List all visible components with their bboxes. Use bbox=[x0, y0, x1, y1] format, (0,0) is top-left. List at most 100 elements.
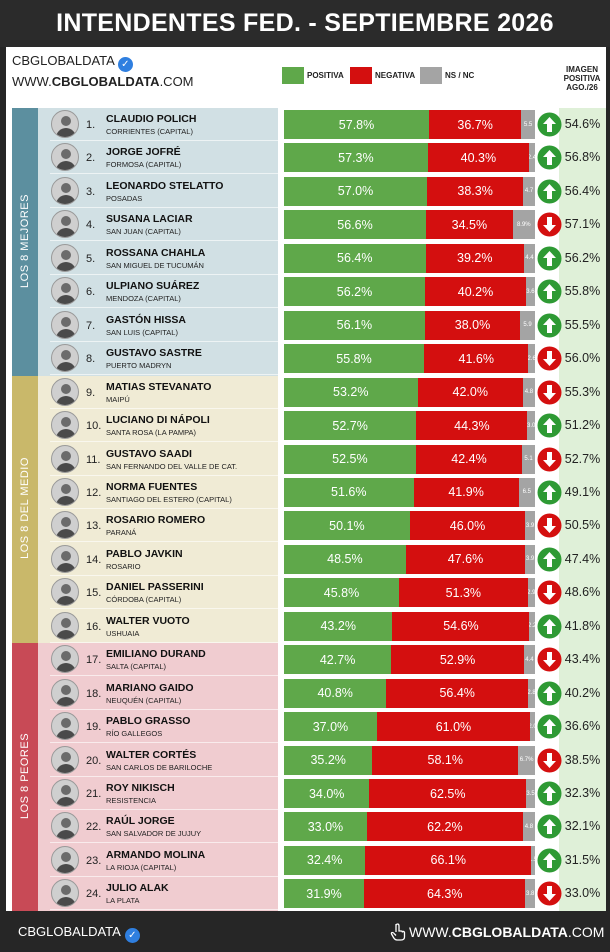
city-name: USHUAIA bbox=[106, 628, 140, 638]
bar-ns: 3.9 bbox=[525, 511, 535, 541]
footer: CBGLOBALDATA ✓ WWW.CBGLOBALDATA.COM bbox=[0, 911, 610, 952]
bar-ns: 2.6 bbox=[528, 344, 535, 374]
previous-image-value: 32.1% bbox=[564, 819, 601, 834]
bar-ns: 6.7% bbox=[518, 745, 535, 775]
page-title: INTENDENTES FED. - SEPTIEMBRE 2026 bbox=[56, 9, 554, 37]
bar-ns: 8.9% bbox=[512, 210, 535, 240]
previous-image-value: 48.6% bbox=[564, 585, 601, 600]
bar-ns: 1.5 bbox=[531, 845, 535, 875]
stacked-bar: 55.8% 41.6% 2.6 bbox=[284, 344, 535, 374]
footer-website-link[interactable]: WWW.CBGLOBALDATA.COM bbox=[390, 923, 604, 941]
table-row: 22. RAÚL JORGE SAN SALVADOR DE JUJUY 33.0% 6… bbox=[12, 810, 606, 844]
arrow-up-icon bbox=[537, 547, 562, 572]
mayor-name: CLAUDIO POLICH bbox=[106, 113, 197, 125]
row-separator bbox=[50, 541, 559, 543]
trend-indicator bbox=[537, 781, 562, 806]
row-separator bbox=[50, 407, 559, 409]
bar-positive: 32.4% bbox=[284, 845, 366, 875]
avatar bbox=[51, 645, 79, 674]
bar-negative: 66.1% bbox=[365, 845, 532, 875]
mayor-name: WALTER CORTÉS bbox=[106, 748, 197, 761]
trend-indicator bbox=[537, 881, 562, 906]
legend-label-ns: NS / NC bbox=[445, 71, 475, 80]
table-row: 4. SUSANA LACIAR SAN JUAN (CAPITAL) 56.6% 34… bbox=[12, 208, 606, 242]
bar-positive: 55.8% bbox=[284, 344, 425, 374]
stacked-bar: 37.0%61.0%2.0 bbox=[284, 712, 535, 742]
previous-image-value: 41.8% bbox=[564, 618, 601, 633]
bar-negative: 56.4% bbox=[386, 678, 528, 708]
avatar bbox=[51, 176, 79, 205]
stacked-bar: 56.2% 40.2% 3.6 bbox=[284, 277, 535, 307]
trend-indicator bbox=[537, 145, 562, 170]
footer-brand-name: CBGLOBALDATA bbox=[18, 924, 121, 939]
arrow-up-icon bbox=[537, 112, 562, 137]
row-separator bbox=[50, 842, 559, 844]
rank-number: 6. bbox=[86, 286, 96, 299]
bar-ns: 6.5 bbox=[518, 477, 535, 507]
footer-site-prefix: WWW. bbox=[409, 924, 452, 940]
previous-image-value: 36.6% bbox=[564, 719, 601, 734]
rank-number: 16. bbox=[86, 620, 102, 633]
stacked-bar: 40.8% 56.4% 2.8 bbox=[284, 678, 535, 708]
arrow-up-icon bbox=[537, 279, 562, 304]
city-name: CORRIENTES (CAPITAL) bbox=[106, 127, 193, 136]
rank-number: 18. bbox=[86, 687, 102, 700]
row-separator bbox=[50, 206, 559, 208]
mayor-name: GUSTAVO SAADI bbox=[106, 447, 192, 460]
city-name: MAIPÚ bbox=[106, 394, 130, 404]
bar-negative: 61.0% bbox=[376, 712, 530, 742]
image-column-bg bbox=[559, 108, 606, 911]
bar-ns: 2.9 bbox=[527, 578, 535, 608]
previous-image-value: 55.8% bbox=[564, 284, 601, 299]
avatar bbox=[51, 310, 79, 339]
table-row: 8. GUSTAVO SASTRE PUERTO MADRYN 55.8% 41.6% 2… bbox=[12, 342, 606, 376]
stacked-bar: 57.0% 38.3% 4.7 bbox=[284, 176, 535, 206]
bar-negative: 62.5% bbox=[369, 779, 527, 808]
trend-indicator bbox=[537, 380, 562, 405]
legend-label-positive: POSITIVA bbox=[307, 71, 344, 80]
trend-indicator bbox=[537, 513, 562, 538]
mayor-name: LEONARDO STELATTO bbox=[106, 179, 224, 192]
legend-swatch-negative bbox=[350, 67, 372, 84]
website-link[interactable]: WWW.CBGLOBALDATA.COM bbox=[12, 74, 194, 89]
mayor-name: JORGE JOFRÉ bbox=[106, 146, 181, 159]
trend-indicator bbox=[537, 112, 562, 137]
city-name: LA PLATA bbox=[106, 896, 140, 906]
stacked-bar: 57.3% 40.3% 2.4 bbox=[284, 143, 535, 173]
arrow-up-icon bbox=[537, 781, 562, 806]
rank-number: 23. bbox=[86, 854, 102, 867]
bar-positive: 43.2% bbox=[284, 611, 393, 641]
table-row: 17. EMILIANO DURAND SALTA (CAPITAL) 42.7% 52… bbox=[12, 643, 606, 677]
mayor-name: ROY NIKISCH bbox=[106, 782, 175, 794]
previous-image-value: 55.5% bbox=[564, 317, 601, 332]
bar-positive: 35.2% bbox=[284, 745, 373, 775]
row-separator bbox=[50, 240, 559, 242]
row-separator bbox=[50, 775, 559, 777]
city-name: SAN FERNANDO DEL VALLE DE CAT. bbox=[106, 461, 238, 471]
mayor-name: PABLO GRASSO bbox=[106, 715, 191, 728]
row-separator bbox=[50, 608, 559, 610]
rank-number: 17. bbox=[86, 654, 102, 667]
bar-positive: 50.1% bbox=[284, 511, 410, 541]
arrow-down-icon bbox=[537, 881, 562, 906]
trend-indicator bbox=[537, 614, 562, 639]
stacked-bar: 56.6% 34.5% 8.9% bbox=[284, 210, 535, 240]
bar-positive: 40.8% bbox=[284, 678, 387, 708]
bar-ns: 4.8 bbox=[522, 812, 535, 842]
stacked-bar: 57.8% 36.7% 5.5 bbox=[284, 110, 535, 139]
bar-positive: 57.3% bbox=[284, 143, 428, 173]
city-name: LA RIOJA (CAPITAL) bbox=[106, 862, 177, 872]
avatar bbox=[51, 243, 79, 272]
bar-positive: 56.4% bbox=[284, 243, 426, 273]
row-separator bbox=[50, 441, 559, 443]
table-row: 24. JULIO ALAK LA PLATA 31.9% 64.3% 3.8 33.0% bbox=[12, 877, 606, 911]
mayor-name: GUSTAVO SASTRE bbox=[106, 347, 202, 360]
bar-negative: 58.1% bbox=[372, 745, 519, 775]
arrow-up-icon bbox=[537, 413, 562, 438]
bar-ns: 2.8 bbox=[527, 678, 535, 708]
pointer-hand-icon bbox=[390, 923, 406, 941]
rank-number: 5. bbox=[86, 252, 96, 265]
bar-ns: 3.6 bbox=[525, 277, 535, 307]
legend-swatch-ns bbox=[420, 67, 442, 84]
